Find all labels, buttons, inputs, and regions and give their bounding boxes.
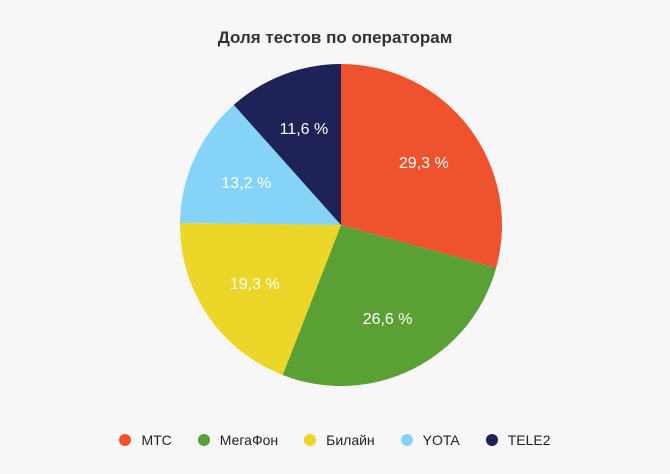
legend-label-beeline: Билайн <box>326 432 375 448</box>
chart-legend: МТС МегаФон Билайн YOTA TELE2 <box>0 429 670 451</box>
pie-slice-tele2 <box>233 64 341 225</box>
slice-label-mts: 29,3 % <box>399 155 449 172</box>
slice-label-megafon: 26,6 % <box>363 311 413 328</box>
slice-label-tele2: 11,6 % <box>280 121 329 138</box>
legend-label-mts: МТС <box>141 432 172 448</box>
legend-dot-mts <box>119 434 132 446</box>
chart-title: Доля тестов по операторам <box>217 28 453 47</box>
legend-item-beeline: Билайн <box>304 432 375 448</box>
legend-item-tele2: TELE2 <box>485 432 551 448</box>
legend-item-megafon: МегаФон <box>197 432 279 448</box>
slice-label-yota: 13,2 % <box>221 175 271 192</box>
pie-slice-yota <box>180 104 341 225</box>
legend-dot-yota <box>400 434 413 446</box>
legend-label-megafon: МегаФон <box>219 432 279 448</box>
pie-slice-beeline <box>179 222 341 376</box>
legend-dot-beeline <box>304 434 317 446</box>
legend-label-tele2: TELE2 <box>507 432 551 448</box>
slice-label-beeline: 19,3 % <box>230 276 280 293</box>
pie-slice-megafon <box>282 225 497 386</box>
legend-dot-tele2 <box>485 434 498 446</box>
legend-label-yota: YOTA <box>422 432 460 448</box>
legend-dot-megafon <box>197 434 210 446</box>
pie-slice-mts <box>341 64 503 268</box>
legend-item-yota: YOTA <box>400 432 460 448</box>
legend-item-mts: МТС <box>119 432 172 448</box>
